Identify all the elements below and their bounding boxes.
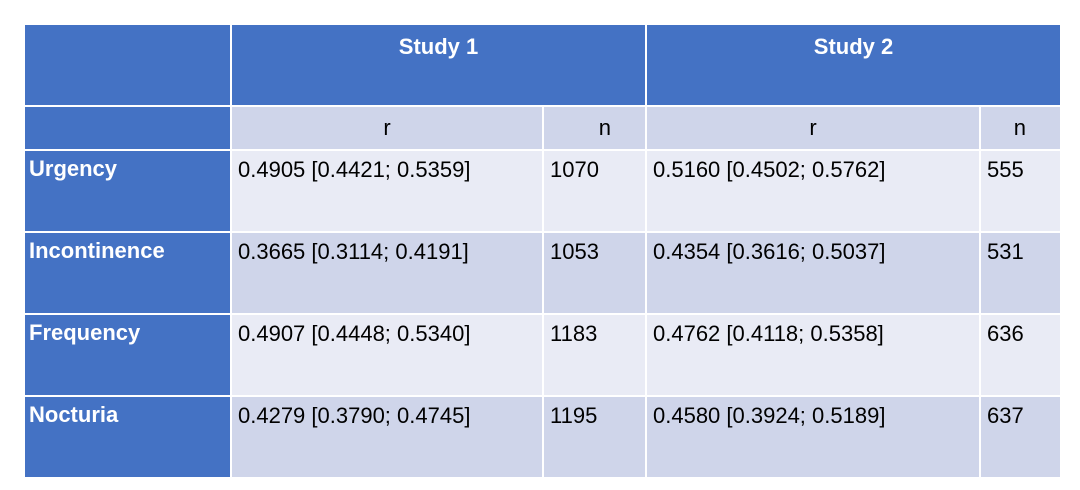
study-2-n-value: 637 <box>979 395 1062 479</box>
study-2-n-value: 636 <box>979 313 1062 397</box>
study-2-n-header: n <box>979 105 1062 151</box>
study-2-r-value: 0.4580 [0.3924; 0.5189] <box>645 395 981 479</box>
study-2-header: Study 2 <box>645 23 1062 107</box>
row-label: Frequency <box>23 313 232 397</box>
study-1-n-value: 1070 <box>542 149 647 233</box>
table-row: Nocturia 0.4279 [0.3790; 0.4745] 1195 0.… <box>23 395 1062 479</box>
study-2-r-value: 0.4762 [0.4118; 0.5358] <box>645 313 981 397</box>
row-label: Urgency <box>23 149 232 233</box>
study-1-header: Study 1 <box>230 23 647 107</box>
row-label: Nocturia <box>23 395 232 479</box>
correlation-table: Study 1 Study 2 r n r n Urgency 0.4905 [… <box>23 23 1062 479</box>
study-1-n-value: 1183 <box>542 313 647 397</box>
study-2-n-value: 555 <box>979 149 1062 233</box>
table-row: Urgency 0.4905 [0.4421; 0.5359] 1070 0.5… <box>23 149 1062 233</box>
study-1-r-value: 0.4279 [0.3790; 0.4745] <box>230 395 544 479</box>
subheader-corner-cell <box>23 105 232 151</box>
corner-cell <box>23 23 232 107</box>
study-1-r-value: 0.4905 [0.4421; 0.5359] <box>230 149 544 233</box>
study-2-r-value: 0.5160 [0.4502; 0.5762] <box>645 149 981 233</box>
study-1-r-value: 0.3665 [0.3114; 0.4191] <box>230 231 544 315</box>
table-row: Incontinence 0.3665 [0.3114; 0.4191] 105… <box>23 231 1062 315</box>
table-subheader-row: r n r n <box>23 105 1062 151</box>
study-1-n-value: 1195 <box>542 395 647 479</box>
study-1-r-header: r <box>230 105 544 151</box>
study-2-r-value: 0.4354 [0.3616; 0.5037] <box>645 231 981 315</box>
row-label: Incontinence <box>23 231 232 315</box>
study-1-r-value: 0.4907 [0.4448; 0.5340] <box>230 313 544 397</box>
study-2-n-value: 531 <box>979 231 1062 315</box>
study-1-n-header: n <box>542 105 647 151</box>
table-row: Frequency 0.4907 [0.4448; 0.5340] 1183 0… <box>23 313 1062 397</box>
table-header-row: Study 1 Study 2 <box>23 23 1062 107</box>
study-2-r-header: r <box>645 105 981 151</box>
study-1-n-value: 1053 <box>542 231 647 315</box>
